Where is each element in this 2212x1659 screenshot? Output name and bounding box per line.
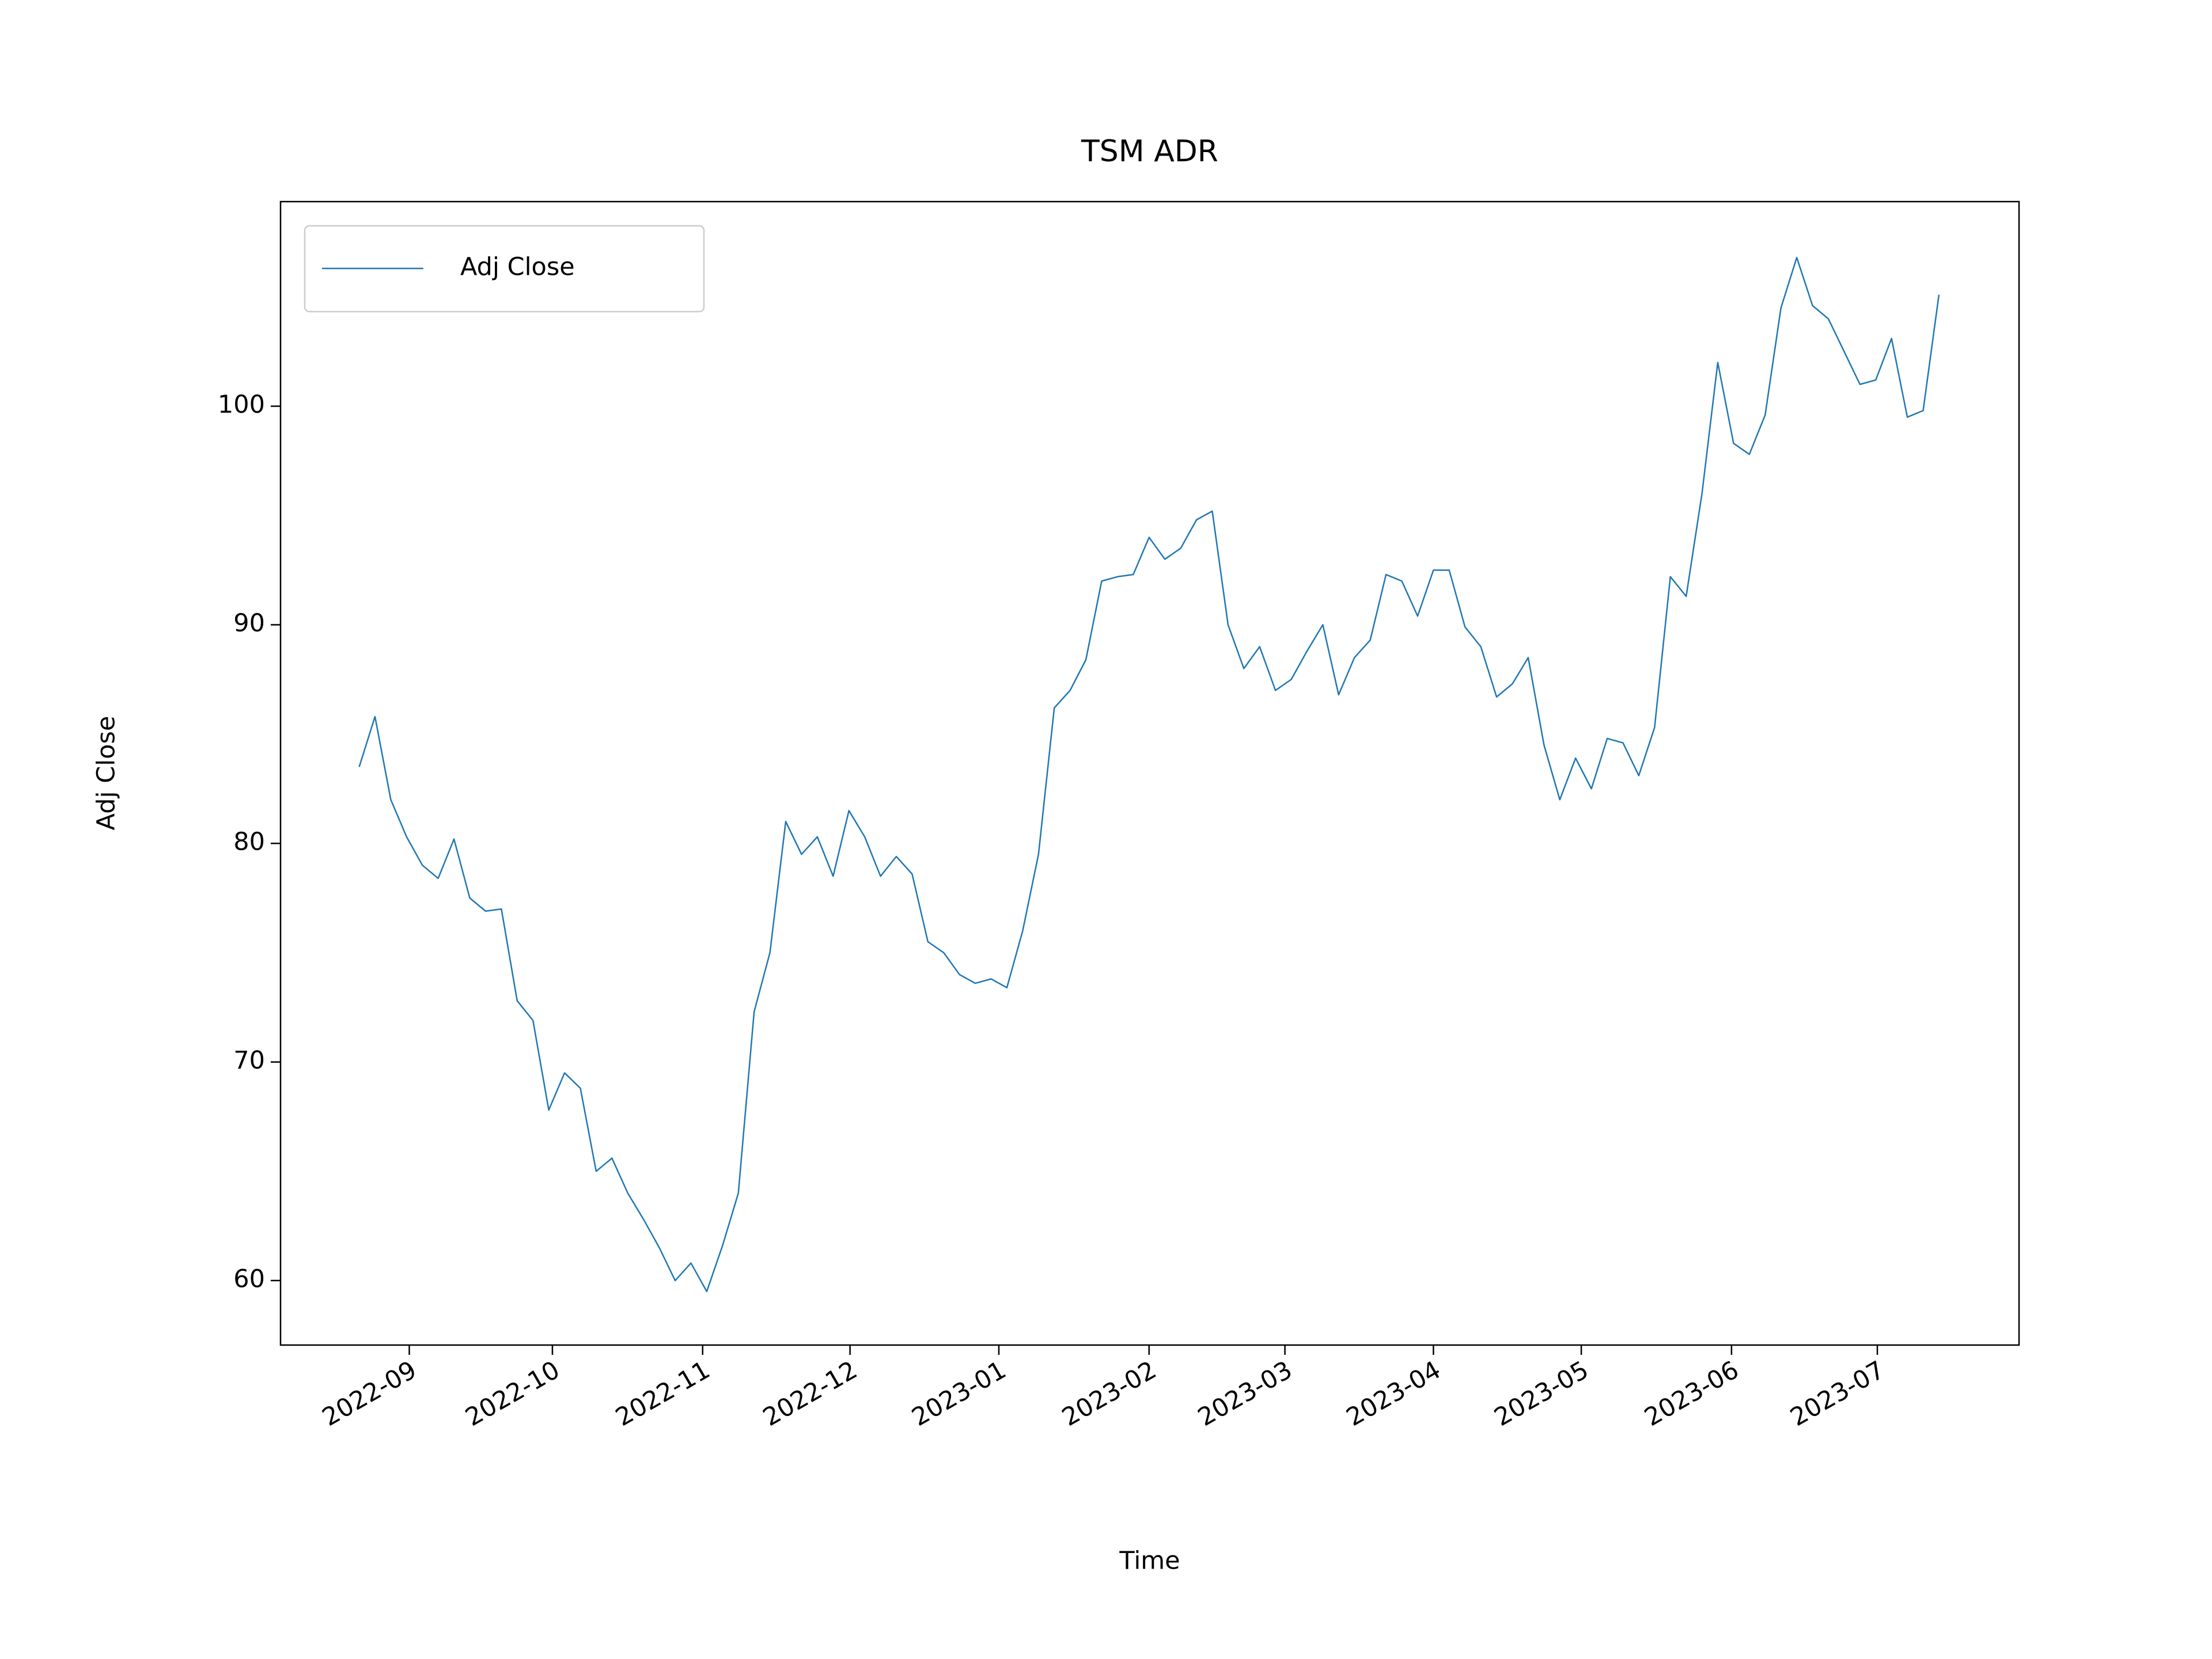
legend-box [304, 225, 705, 313]
y-tick-label: 70 [233, 1046, 265, 1075]
plot-frame [279, 200, 2020, 1346]
y-tick-label: 60 [233, 1265, 265, 1294]
y-axis-label: Adj Close [92, 716, 121, 831]
y-tick-label: 80 [233, 828, 265, 857]
y-tick-label: 100 [218, 391, 265, 419]
data-line [358, 256, 1940, 1293]
legend-label: Adj Close [460, 253, 575, 282]
chart-title: TSM ADR [1081, 134, 1218, 169]
y-tick-label: 90 [233, 609, 265, 638]
x-axis-label: Time [1119, 1547, 1180, 1575]
